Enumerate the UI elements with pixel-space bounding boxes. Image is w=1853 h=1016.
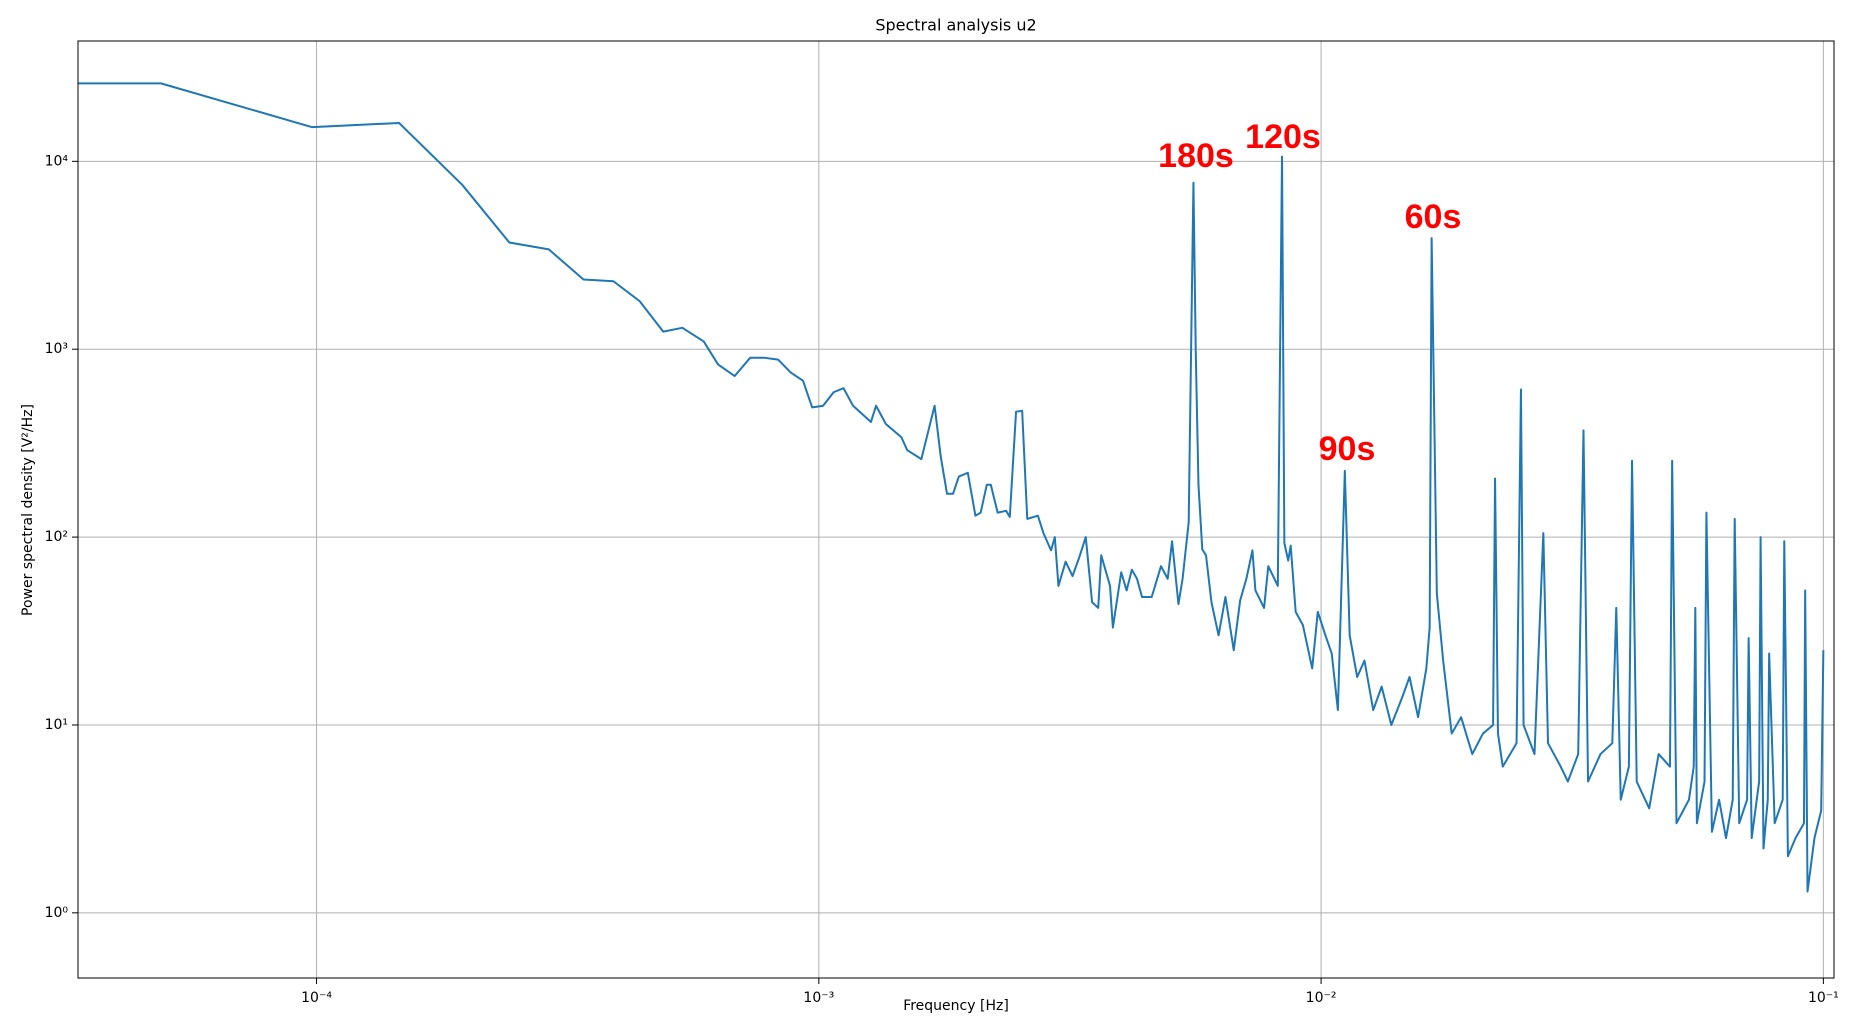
- peak-annotation: 90s: [1319, 430, 1376, 468]
- y-axis-label: Power spectral density [V²/Hz]: [20, 404, 36, 616]
- y-tick-label: 10⁰: [45, 905, 69, 921]
- peak-annotation: 60s: [1405, 198, 1462, 236]
- x-tick-label: 10⁻¹: [1808, 990, 1839, 1006]
- y-tick-label: 10³: [45, 341, 68, 357]
- x-tick-label: 10⁻²: [1306, 990, 1337, 1006]
- x-tick-label: 10⁻⁴: [301, 990, 332, 1006]
- y-tick-label: 10¹: [45, 717, 68, 733]
- peak-annotation: 120s: [1245, 118, 1321, 156]
- line-series: [78, 82, 1825, 893]
- y-tick-label: 10⁴: [45, 153, 69, 169]
- peak-annotation: 180s: [1158, 137, 1234, 175]
- chart-title: Spectral analysis u2: [875, 16, 1036, 35]
- x-tick-label: 10⁻³: [803, 990, 834, 1006]
- y-tick-label: 10²: [45, 529, 68, 545]
- x-axis-label: Frequency [Hz]: [903, 998, 1009, 1014]
- plot-frame: [77, 40, 1835, 979]
